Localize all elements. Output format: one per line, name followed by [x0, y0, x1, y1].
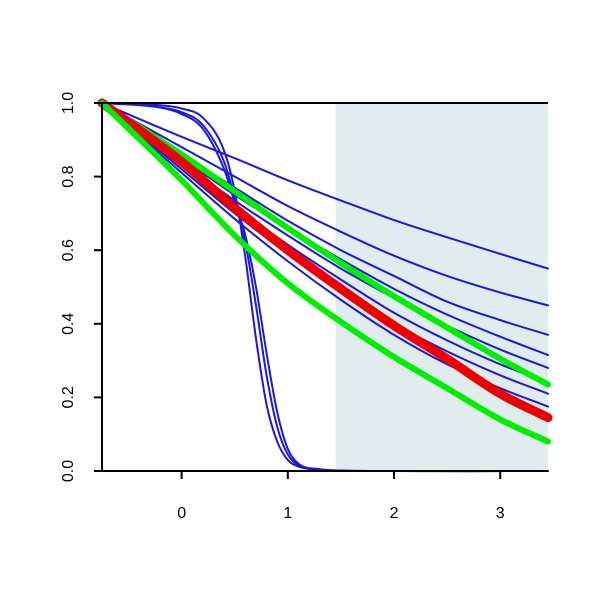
series-line-14 — [99, 100, 551, 445]
series-layer — [97, 98, 553, 473]
series-line-12 — [99, 100, 551, 388]
y-tick-label: 1.0 — [60, 92, 77, 114]
series-line-13 — [97, 98, 553, 423]
x-tick-label: 0 — [177, 505, 186, 522]
y-tick-label: 0.2 — [60, 386, 77, 408]
series-line-1 — [101, 102, 549, 270]
y-tick-label: 0.4 — [60, 313, 77, 335]
x-tick-label: 1 — [283, 505, 292, 522]
y-tick-label: 0.0 — [60, 460, 77, 482]
shaded-region — [335, 103, 548, 471]
y-tick-label: 0.6 — [60, 239, 77, 261]
axis-layer: 0 1 2 3 0.0 0.2 0.4 0.6 0.8 1.0 — [60, 92, 548, 522]
x-tick-label: 3 — [496, 505, 505, 522]
series-line-2 — [101, 102, 549, 307]
y-tick-label: 0.8 — [60, 165, 77, 187]
x-tick-label: 2 — [390, 505, 399, 522]
